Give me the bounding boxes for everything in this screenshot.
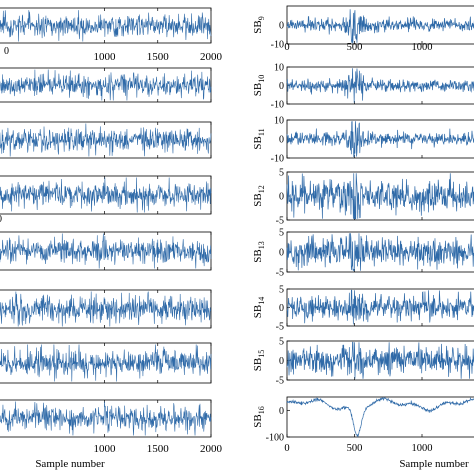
x-tick-label: 500 xyxy=(347,443,363,454)
clipped-tick-label: 0 xyxy=(0,214,2,225)
x-tick-label: 500 xyxy=(347,42,363,53)
signal-line xyxy=(286,173,474,220)
y-tick-label: 0 xyxy=(279,303,284,314)
y-tick-label: 5 xyxy=(279,168,284,179)
y-tick-label: 0 xyxy=(279,135,284,146)
x-tick-label: 0 xyxy=(284,42,289,53)
y-tick-label: 5 xyxy=(279,285,284,296)
signal-line xyxy=(286,396,474,438)
signal-line xyxy=(286,233,474,272)
signal-line xyxy=(286,289,474,325)
y-tick-label: -10 xyxy=(271,154,284,165)
y-tick-label: 10 xyxy=(274,116,284,127)
right-subplot-frame xyxy=(286,396,474,438)
y-tick-label: 0 xyxy=(279,406,284,417)
x-tick-label: 1500 xyxy=(147,51,170,63)
signal-line xyxy=(0,123,212,157)
signal-line xyxy=(0,233,212,269)
signal-line xyxy=(286,341,474,379)
y-axis-label: SB12 xyxy=(252,185,266,206)
left-subplot-8 xyxy=(0,399,212,438)
y-tick-label: -5 xyxy=(276,268,284,279)
signal-line xyxy=(286,68,474,103)
clipped-tick-label: 0 xyxy=(4,46,9,57)
y-axis-label: SB13 xyxy=(252,241,266,262)
signal-line xyxy=(0,69,212,101)
left-subplot-1 xyxy=(0,7,212,44)
signal-line xyxy=(0,291,212,327)
left-subplot-4 xyxy=(0,175,212,215)
y-axis-label: SB16 xyxy=(252,406,266,427)
x-tick-label: 1000 xyxy=(94,443,117,455)
y-tick-label: -10 xyxy=(271,100,284,111)
right-subplot-sb10: 10 0 -10 SB10 xyxy=(252,63,474,111)
y-axis-label: SB14 xyxy=(252,297,266,318)
signal-line xyxy=(0,177,212,213)
y-tick-label: -10 xyxy=(271,40,284,51)
y-axis-label: SB11 xyxy=(252,128,266,149)
left-x-axis-label: Sample number xyxy=(35,458,105,470)
y-axis-label: SB15 xyxy=(252,350,266,371)
signal-line xyxy=(0,401,212,436)
y-axis-label: SB9 xyxy=(252,16,266,33)
right-subplot-sb11: 10 0 -10 SB11 xyxy=(252,116,474,165)
y-tick-label: -5 xyxy=(276,216,284,227)
x-tick-label: 1000 xyxy=(94,51,117,63)
right-subplot-sb13: 5 0 -5 SB13 xyxy=(252,228,474,279)
x-tick-label: 1500 xyxy=(147,443,170,455)
y-axis-label: SB10 xyxy=(252,75,266,96)
left-subplot-7 xyxy=(0,342,212,384)
y-tick-label: 0 xyxy=(279,248,284,259)
signal-line xyxy=(286,9,474,44)
y-tick-label: 0 xyxy=(279,21,284,32)
y-tick-label: 0 xyxy=(279,192,284,203)
right-subplot-sb14: 5 0 -5 SB14 xyxy=(252,285,474,333)
right-panel: 0-10SB9100-10SB10100-10SB1150-5SB1250-5S… xyxy=(252,5,474,454)
x-tick-label: 1000 xyxy=(412,42,433,53)
y-tick-label: 5 xyxy=(279,337,284,348)
x-tick-label: 2000 xyxy=(200,443,223,455)
x-tick-label: 2000 xyxy=(200,51,223,63)
signal-line xyxy=(286,121,474,158)
signal-line xyxy=(0,344,212,382)
left-subplot-2 xyxy=(0,67,212,103)
signal-line xyxy=(0,10,212,42)
x-tick-label: 0 xyxy=(284,443,289,454)
right-x-axis-label: Sample number xyxy=(399,458,469,470)
y-tick-label: 10 xyxy=(274,63,284,74)
right-subplot-sb12: 5 0 -5 SB12 xyxy=(252,168,474,227)
y-tick-label: 0 xyxy=(279,81,284,92)
y-tick-label: 5 xyxy=(279,228,284,239)
left-panel: 1000 1500 2000 1000 1500 2000 0 0 xyxy=(0,7,223,455)
y-tick-label: -100 xyxy=(266,433,284,444)
y-tick-label: -5 xyxy=(276,322,284,333)
left-subplot-5 xyxy=(0,231,212,271)
y-tick-label: -5 xyxy=(276,376,284,387)
left-subplot-3 xyxy=(0,121,212,159)
left-subplot-6 xyxy=(0,289,212,329)
right-subplot-sb15: 5 0 -5 SB15 xyxy=(252,337,474,387)
x-tick-label: 1000 xyxy=(412,443,433,454)
y-tick-label: 0 xyxy=(279,356,284,367)
